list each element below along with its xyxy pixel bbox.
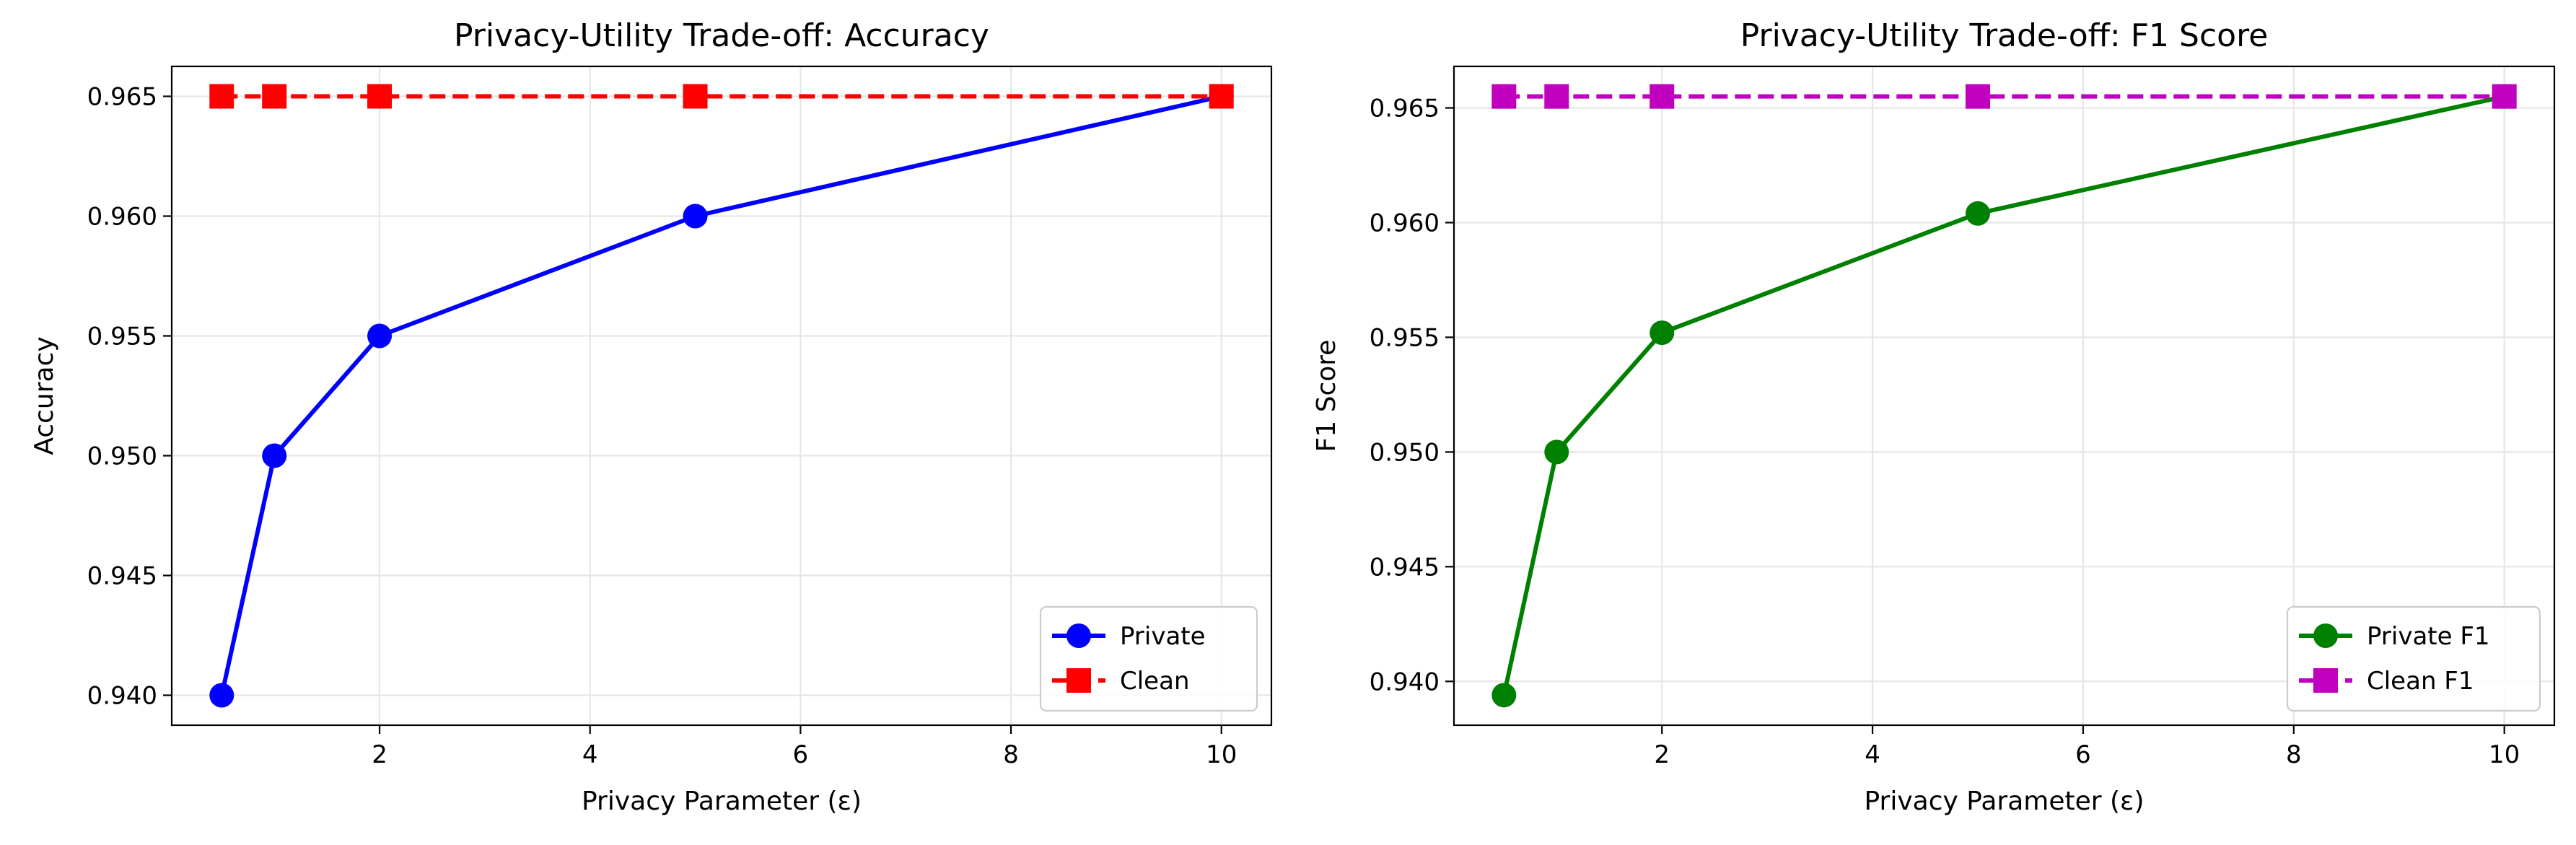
- axes-frame: [1453, 65, 2556, 727]
- data-point: [683, 84, 708, 109]
- axes-frame: [170, 65, 1273, 727]
- y-tick-label: 0.950: [87, 442, 157, 471]
- legend: Private Clean: [1039, 605, 1258, 712]
- legend-label: Private F1: [2367, 622, 2490, 651]
- y-tick-label: 0.940: [87, 682, 157, 711]
- data-point: [1544, 84, 1569, 109]
- accuracy-panel: 2 4 6 8 10 0.940 0.945 0.950 0.955 0.960 0.965 Priv…: [30, 17, 1273, 816]
- data-point: [2492, 84, 2517, 109]
- data-point: [1491, 683, 1517, 708]
- data-point: [1491, 84, 1517, 109]
- chart-title: Privacy-Utility Trade-off: F1 Score: [1740, 17, 2269, 54]
- y-tick-label: 0.955: [87, 323, 157, 351]
- data-point: [262, 84, 287, 109]
- f1-score-panel: 2 4 6 8 10 0.940 0.945 0.950 0.955 0.960 0.965 Priv…: [1312, 17, 2556, 816]
- legend-label: Clean: [1120, 667, 1190, 696]
- x-tick-label: 4: [1865, 740, 1880, 769]
- chart-title: Privacy-Utility Trade-off: Accuracy: [454, 17, 989, 54]
- legend-box: [1039, 605, 1258, 712]
- x-tick-label: 6: [793, 740, 809, 769]
- x-tick-label: 10: [1206, 740, 1237, 769]
- data-point: [1966, 84, 1991, 109]
- x-axis-label: Privacy Parameter (ε): [1864, 787, 2144, 816]
- y-tick-label: 0.945: [1370, 553, 1440, 582]
- data-point: [262, 443, 287, 468]
- legend: Private F1 Clean F1: [2286, 605, 2541, 712]
- series-line-0: [219, 94, 1222, 696]
- y-tick-label: 0.950: [1370, 438, 1440, 467]
- series-line-0: [1502, 94, 2505, 696]
- y-axis-label: F1 Score: [1312, 340, 1341, 452]
- y-tick-label: 0.960: [1370, 209, 1440, 237]
- y-axis-label: Accuracy: [30, 336, 59, 455]
- legend-box: [2286, 605, 2541, 712]
- x-tick-label: 4: [582, 740, 598, 769]
- data-point: [683, 203, 708, 229]
- data-point: [1209, 84, 1234, 109]
- y-tick-label: 0.960: [87, 203, 157, 232]
- legend-swatch-marker: [2313, 668, 2338, 693]
- x-tick-label: 6: [2075, 740, 2091, 769]
- data-point: [367, 84, 393, 109]
- y-tick-label: 0.955: [1370, 323, 1440, 352]
- y-tick-label: 0.965: [1370, 95, 1440, 123]
- data-point: [1650, 320, 1675, 346]
- data-point: [1650, 84, 1675, 109]
- x-tick-label: 2: [1654, 740, 1670, 769]
- data-point: [1966, 201, 1991, 226]
- x-tick-label: 2: [372, 740, 387, 769]
- x-tick-label: 8: [2286, 740, 2302, 769]
- data-point: [1544, 439, 1569, 465]
- x-tick-label: 10: [2489, 740, 2520, 769]
- y-tick-label: 0.945: [87, 562, 157, 591]
- legend-swatch-marker: [1066, 623, 1091, 648]
- data-point: [209, 683, 235, 708]
- y-tick-label: 0.965: [87, 83, 157, 112]
- y-tick-label: 0.940: [1370, 667, 1440, 696]
- data-point: [367, 323, 393, 349]
- legend-swatch-marker: [1066, 668, 1091, 693]
- legend-swatch-marker: [2313, 623, 2338, 648]
- legend-label: Private: [1120, 622, 1206, 651]
- data-point: [209, 84, 235, 109]
- x-tick-label: 8: [1003, 740, 1019, 769]
- legend-label: Clean F1: [2367, 667, 2474, 696]
- x-axis-label: Privacy Parameter (ε): [582, 787, 862, 816]
